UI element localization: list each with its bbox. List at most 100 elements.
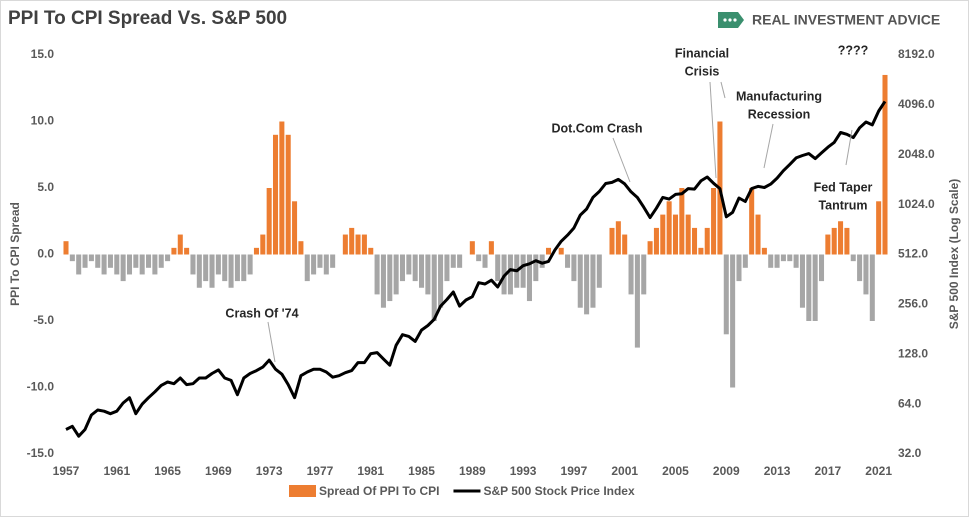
bar — [120, 254, 126, 282]
bar — [584, 254, 590, 315]
y2-tick-label: 256.0 — [898, 297, 928, 311]
bar — [558, 247, 564, 255]
bar — [545, 247, 552, 255]
x-tick-label: 1957 — [53, 464, 80, 478]
bar — [679, 188, 685, 255]
bar — [787, 254, 793, 262]
annotation: Dot.Com Crash — [552, 121, 643, 135]
annotation-arrow — [612, 137, 631, 183]
bar — [660, 214, 666, 255]
bar — [95, 254, 101, 268]
bar — [622, 234, 628, 255]
bar — [387, 254, 393, 302]
bar — [723, 254, 729, 335]
x-tick-label: 1961 — [103, 464, 130, 478]
bar — [190, 254, 196, 275]
bar — [158, 254, 164, 268]
bar — [107, 254, 113, 268]
y2-tick-label: 32.0 — [898, 446, 922, 460]
x-tick-label: 1973 — [256, 464, 283, 478]
bar — [133, 254, 139, 268]
bar — [285, 134, 291, 255]
bar — [825, 234, 831, 255]
bar — [146, 254, 152, 268]
bar — [577, 254, 583, 308]
bar — [488, 241, 494, 255]
bar — [571, 254, 577, 282]
bar — [507, 254, 513, 295]
bar — [704, 227, 710, 255]
bar — [76, 254, 82, 275]
annotation: Tantrum — [818, 198, 867, 212]
y-tick-label: 0.0 — [37, 247, 54, 261]
bar — [869, 254, 875, 321]
x-tick-label: 2017 — [815, 464, 842, 478]
x-tick-label: 1969 — [205, 464, 232, 478]
logo-dot — [723, 18, 727, 22]
bar — [234, 254, 240, 282]
bar — [171, 247, 177, 255]
x-tick-label: 1997 — [561, 464, 588, 478]
x-tick-label: 1965 — [154, 464, 181, 478]
bar — [260, 234, 266, 255]
bar — [495, 254, 501, 282]
bar — [876, 201, 882, 255]
bar — [165, 254, 171, 262]
bar — [292, 201, 298, 255]
bar — [565, 254, 571, 268]
bar — [349, 227, 355, 255]
bar — [444, 254, 450, 282]
bar — [641, 254, 647, 295]
brand-name: REAL INVESTMENT ADVICE — [752, 12, 940, 28]
x-tick-label: 1989 — [459, 464, 486, 478]
logo-dot — [733, 18, 737, 22]
bar — [330, 254, 336, 268]
annotation: Crisis — [685, 64, 720, 78]
bar — [126, 254, 133, 275]
bar — [533, 254, 539, 282]
bar — [209, 254, 215, 288]
bar — [844, 227, 850, 255]
annotation-arrow — [709, 81, 717, 179]
bar — [806, 254, 812, 321]
annotation: Crash Of '74 — [225, 306, 298, 320]
y2-tick-label: 2048.0 — [898, 147, 935, 161]
x-tick-label: 2021 — [865, 464, 892, 478]
bar — [520, 254, 526, 288]
bar — [412, 254, 418, 282]
bar — [609, 227, 615, 255]
annotations: Crash Of '74 Dot.Com Crash Financial Cri… — [225, 43, 873, 363]
bar — [272, 134, 279, 255]
bar — [653, 227, 659, 255]
bar — [685, 214, 691, 255]
bar — [812, 254, 818, 321]
y-tick-label: -10.0 — [27, 380, 55, 394]
legend-label: Spread Of PPI To CPI — [319, 484, 439, 498]
x-tick-label: 2013 — [764, 464, 791, 478]
annotation-arrow — [845, 129, 853, 166]
bar — [615, 221, 621, 255]
bar — [69, 254, 75, 262]
bar — [406, 254, 412, 275]
bar — [863, 254, 869, 295]
chart-title: PPI To CPI Spread Vs. S&P 500 — [8, 8, 287, 29]
y2-tick-label: 4096.0 — [898, 97, 935, 111]
bar — [196, 254, 202, 288]
x-tick-label: 1985 — [408, 464, 435, 478]
legend-swatch — [289, 485, 316, 497]
bar — [628, 254, 634, 295]
bar — [241, 254, 247, 282]
annotation-arrow — [763, 123, 774, 169]
bar — [730, 254, 736, 388]
x-tick-label: 2001 — [611, 464, 638, 478]
annotation: ???? — [838, 43, 869, 57]
bar — [672, 214, 679, 255]
y-tick-label: -5.0 — [33, 313, 54, 327]
bar — [393, 254, 399, 295]
bar — [850, 254, 856, 262]
bar — [882, 74, 888, 255]
bar — [380, 254, 386, 308]
y2-axis-title: S&P 500 Index (Log Scale) — [947, 179, 961, 330]
bar — [82, 254, 88, 268]
annotation: Recession — [748, 107, 811, 121]
